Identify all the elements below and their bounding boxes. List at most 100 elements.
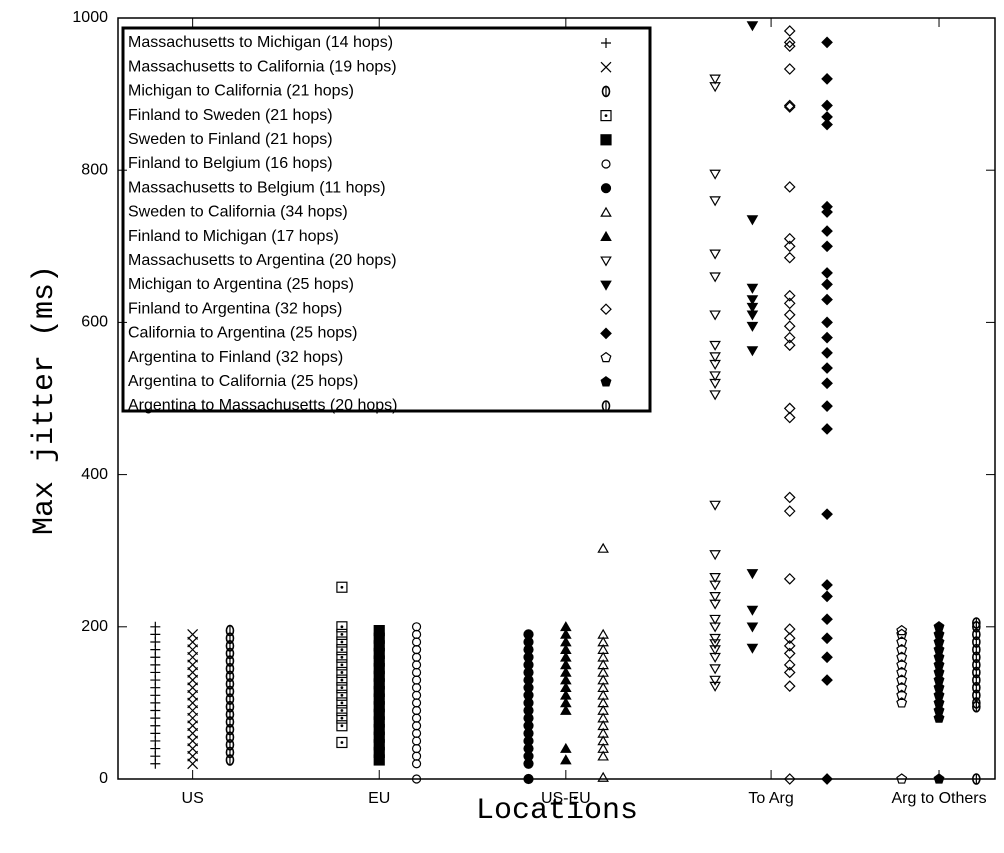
marker bbox=[336, 666, 348, 679]
marker bbox=[896, 674, 908, 685]
marker bbox=[821, 632, 833, 645]
marker bbox=[411, 690, 422, 700]
marker bbox=[709, 645, 721, 656]
legend-label: Massachusetts to California (19 hops) bbox=[128, 58, 397, 75]
marker bbox=[933, 704, 945, 716]
marker bbox=[597, 727, 609, 738]
marker bbox=[709, 249, 721, 260]
marker bbox=[560, 636, 572, 647]
marker bbox=[709, 681, 721, 692]
data-layer bbox=[150, 21, 981, 785]
marker bbox=[709, 390, 721, 401]
marker bbox=[411, 705, 422, 716]
legend-label: Argentina to Massachusetts (20 hops) bbox=[128, 397, 397, 414]
marker bbox=[597, 542, 609, 553]
marker bbox=[821, 267, 833, 279]
marker bbox=[336, 674, 348, 686]
marker bbox=[821, 508, 833, 521]
marker bbox=[523, 773, 534, 785]
marker bbox=[783, 99, 796, 112]
marker bbox=[560, 742, 572, 753]
marker bbox=[821, 278, 833, 291]
marker bbox=[783, 320, 796, 333]
marker bbox=[709, 196, 721, 207]
marker bbox=[597, 636, 609, 647]
marker bbox=[597, 720, 609, 731]
marker bbox=[821, 400, 833, 412]
y-tick-label: 1000 bbox=[72, 9, 108, 26]
marker bbox=[187, 644, 199, 656]
marker bbox=[783, 101, 796, 113]
marker bbox=[783, 411, 796, 424]
y-axis-label: Max jitter (ms) bbox=[28, 265, 62, 535]
marker bbox=[187, 727, 199, 739]
marker bbox=[560, 704, 572, 715]
marker bbox=[560, 674, 572, 685]
marker bbox=[821, 613, 833, 626]
marker bbox=[187, 720, 199, 732]
x-tick-label: EU bbox=[368, 790, 390, 807]
marker bbox=[972, 773, 981, 785]
marker bbox=[597, 704, 609, 715]
marker bbox=[600, 351, 612, 363]
marker bbox=[783, 402, 796, 415]
marker bbox=[821, 73, 833, 85]
marker bbox=[709, 272, 721, 283]
marker bbox=[373, 625, 385, 637]
marker bbox=[411, 683, 422, 693]
y-tick-label: 200 bbox=[81, 618, 108, 635]
marker bbox=[597, 712, 609, 723]
marker bbox=[560, 754, 572, 765]
x-axis-label: Locations bbox=[476, 794, 638, 828]
marker bbox=[709, 74, 721, 85]
legend-label: California to Argentina (25 hops) bbox=[128, 325, 357, 342]
marker bbox=[560, 681, 572, 693]
marker bbox=[336, 636, 348, 648]
marker bbox=[597, 742, 609, 753]
marker bbox=[783, 251, 796, 264]
marker bbox=[821, 331, 833, 344]
marker bbox=[600, 327, 612, 340]
marker bbox=[597, 735, 609, 746]
marker bbox=[601, 400, 611, 412]
legend-label: Michigan to California (21 hops) bbox=[128, 83, 354, 100]
marker bbox=[821, 377, 833, 390]
marker bbox=[336, 697, 348, 709]
marker bbox=[709, 169, 721, 180]
marker bbox=[336, 651, 348, 663]
marker bbox=[336, 628, 348, 641]
marker bbox=[783, 25, 796, 37]
marker bbox=[187, 735, 199, 747]
marker bbox=[933, 628, 945, 640]
x-tick-label: US bbox=[182, 790, 204, 807]
marker bbox=[187, 674, 199, 686]
marker bbox=[746, 346, 759, 357]
marker bbox=[597, 651, 609, 662]
marker bbox=[896, 773, 908, 784]
marker bbox=[783, 491, 796, 504]
legend-label: Massachusetts to Belgium (11 hops) bbox=[128, 179, 386, 196]
marker bbox=[411, 637, 422, 647]
marker bbox=[783, 289, 796, 302]
legend-label: Sweden to California (34 hops) bbox=[128, 204, 348, 221]
marker bbox=[933, 674, 945, 685]
marker bbox=[187, 659, 199, 671]
marker bbox=[411, 675, 422, 685]
marker bbox=[411, 629, 422, 640]
marker bbox=[601, 159, 611, 169]
marker bbox=[600, 280, 612, 291]
marker bbox=[783, 232, 796, 245]
marker bbox=[600, 206, 612, 217]
marker bbox=[896, 666, 908, 678]
marker bbox=[709, 310, 721, 321]
marker bbox=[411, 660, 422, 670]
marker bbox=[746, 605, 759, 616]
marker bbox=[821, 99, 833, 112]
marker bbox=[709, 639, 721, 650]
marker bbox=[933, 666, 945, 678]
y-tick-label: 800 bbox=[81, 161, 108, 178]
marker bbox=[597, 681, 609, 693]
x-tick-label: To Arg bbox=[748, 790, 793, 807]
marker bbox=[709, 572, 721, 584]
